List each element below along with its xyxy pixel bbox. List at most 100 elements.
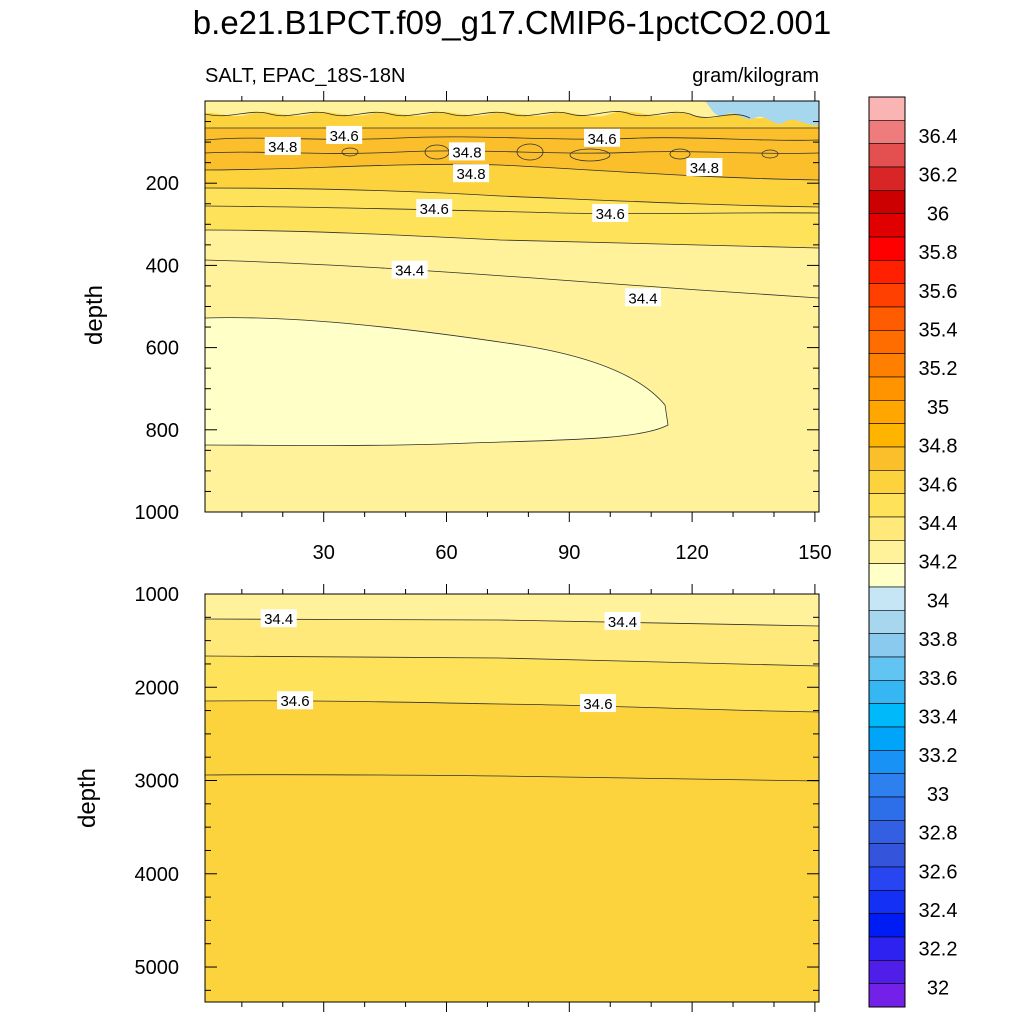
lower-ylabel: depth	[74, 768, 101, 828]
contour-label-text: 34.6	[280, 693, 309, 710]
lower-frame	[204, 593, 820, 1003]
colorbar-label: 35	[927, 397, 949, 419]
upper-contour-labels: 34.8 34.6 34.8 34.6 34.8 34.8 34.6 34.6 34.4 34.4	[264, 125, 723, 307]
contour-label-box	[584, 128, 621, 147]
contour-label-text: 34.8	[456, 166, 485, 183]
contour-label-text: 34.6	[587, 131, 616, 148]
colorbar-swatch	[868, 283, 906, 308]
colorbar-swatch	[868, 796, 906, 821]
colorbar-swatch	[868, 166, 906, 191]
colorbar-swatch	[868, 493, 906, 518]
contour-label-text: 34.6	[583, 696, 612, 713]
colorbar-swatch	[868, 820, 906, 844]
y-tick-label: 4000	[135, 864, 180, 886]
colorbar-swatch	[868, 260, 906, 284]
colorbar: 36.4 36.2 36 35.8 35.6 35.4 35.2 35 34.8 34.6 34.4…	[868, 96, 958, 1008]
x-tick-label: 30	[313, 542, 335, 564]
colorbar-label: 34.6	[919, 474, 958, 496]
contour-label-text: 34.8	[268, 139, 297, 156]
colorbar-label: 32.4	[919, 900, 958, 922]
colorbar-label: 36.2	[919, 165, 958, 187]
colorbar-swatch	[868, 936, 906, 961]
colorbar-label: 34.8	[919, 436, 958, 458]
upper-fresh-patch	[705, 101, 819, 126]
lower-panel	[205, 594, 819, 1002]
colorbar-swatch	[868, 190, 906, 214]
colorbar-label: 33	[927, 784, 949, 806]
colorbar-label: 33.2	[919, 745, 958, 767]
contour-label-box	[448, 142, 485, 161]
colorbar-label: 35.2	[919, 358, 958, 380]
upper-panel	[205, 101, 819, 512]
y-tick-label: 1000	[135, 584, 180, 606]
y-tick-label: 1000	[135, 502, 180, 524]
colorbar-label: 32	[927, 977, 949, 999]
colorbar-swatch	[868, 353, 906, 378]
colorbar-swatch	[868, 306, 906, 331]
colorbar-swatch	[868, 330, 906, 354]
colorbar-swatch	[868, 656, 906, 681]
colorbar-label: 35.4	[919, 320, 958, 342]
colorbar-swatch	[868, 516, 906, 541]
colorbar-swatch	[868, 213, 906, 238]
y-tick-label: 2000	[135, 677, 180, 699]
colorbar-swatch	[868, 913, 906, 938]
contour-label-text: 34.4	[608, 614, 637, 631]
lower-contour-labels: 34.4 34.4 34.6 34.6	[260, 609, 641, 713]
contour-label: 34.8	[453, 164, 490, 183]
y-tick-label: 200	[146, 173, 179, 195]
contour-label-box	[416, 199, 453, 218]
contour-label: 34.6	[592, 204, 629, 223]
colorbar-label: 33.4	[919, 707, 958, 729]
contour-label-box	[624, 288, 661, 307]
subtitle-variable: SALT, EPAC_18S-18N	[205, 65, 405, 87]
colorbar-label: 36.4	[919, 126, 958, 148]
contour-label-text: 34.6	[596, 206, 625, 223]
colorbar-label: 34.4	[919, 513, 958, 535]
colorbar-swatch	[868, 236, 906, 261]
colorbar-swatch	[868, 96, 906, 121]
contour-label: 34.6	[277, 691, 314, 710]
colorbar-swatch	[868, 400, 906, 424]
colorbar-swatch	[868, 610, 906, 634]
subtitle-units: gram/kilogram	[692, 65, 819, 87]
colorbar-label: 35.6	[919, 281, 958, 303]
colorbar-label: 36	[927, 203, 949, 225]
colorbar-swatch	[868, 680, 906, 704]
chart-title: b.e21.B1PCT.f09_g17.CMIP6-1pctCO2.001	[192, 4, 832, 41]
upper-contour-lines	[205, 111, 819, 446]
contour-label: 34.4	[604, 611, 641, 631]
contour-label: 34.8	[448, 142, 485, 161]
colorbar-label: 32.2	[919, 939, 958, 961]
colorbar-label: 32.6	[919, 861, 958, 883]
colorbar-swatch	[868, 843, 906, 868]
x-tick-label: 150	[798, 542, 831, 564]
contour-label: 34.8	[686, 157, 723, 177]
contour-label: 34.4	[391, 260, 428, 280]
colorbar-label: 33.8	[919, 629, 958, 651]
x-tick-label: 60	[435, 542, 457, 564]
colorbar-swatch	[868, 563, 906, 588]
x-tick-label: 90	[558, 542, 580, 564]
upper-ylabel: depth	[81, 285, 108, 345]
y-tick-label: 3000	[135, 771, 180, 793]
upper-axes: 200 400 600 800 1000 30 60 90 120 150	[135, 91, 832, 564]
x-tick-label: 120	[675, 542, 708, 564]
y-tick-label: 5000	[135, 957, 180, 979]
colorbar-swatch	[868, 540, 906, 564]
colorbar-swatch	[868, 983, 906, 1008]
contour-label: 34.8	[264, 137, 301, 156]
contour-label-text: 34.4	[264, 611, 293, 628]
contour-label-box	[277, 691, 314, 710]
contour-label: 34.4	[624, 288, 661, 307]
colorbar-swatch	[868, 866, 906, 891]
contour-label-box	[592, 204, 629, 223]
contour-label-text: 34.6	[330, 128, 359, 145]
colorbar-swatch	[868, 890, 906, 914]
colorbar-swatch	[868, 423, 906, 448]
colorbar-label: 34	[927, 590, 949, 612]
colorbar-frame	[868, 96, 906, 1008]
contour-label-box	[686, 157, 723, 176]
contour-label: 34.6	[326, 125, 363, 145]
